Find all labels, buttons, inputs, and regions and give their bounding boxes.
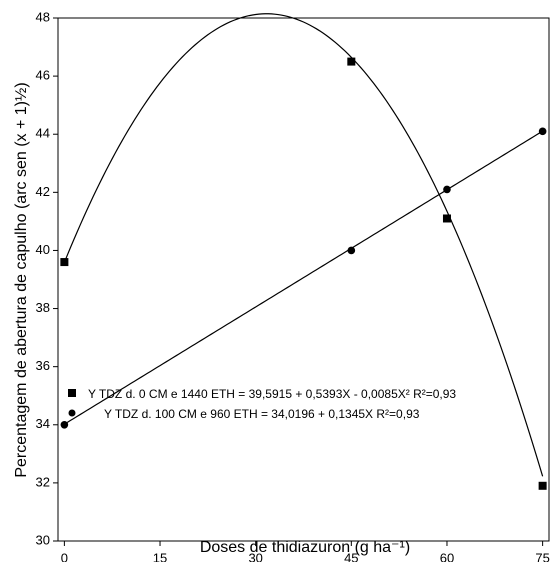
legend-label: Y TDZ d. 0 CM e 1440 ETH = 39,5915 + 0,5…	[88, 387, 456, 401]
x-tick-label: 15	[153, 550, 167, 562]
x-tick-label: 75	[535, 550, 549, 562]
legend-marker	[68, 409, 76, 417]
x-axis-label: Doses de thidiazuron (g ha⁻¹)	[200, 539, 410, 556]
fit-curve	[63, 13, 544, 477]
y-tick-label: 36	[36, 358, 50, 373]
x-tick-label: 0	[61, 550, 68, 562]
fit-curve	[64, 130, 543, 425]
y-tick-label: 46	[36, 68, 50, 83]
y-tick-label: 38	[36, 300, 50, 315]
x-tick-label: 45	[344, 550, 358, 562]
point	[443, 185, 451, 194]
point	[538, 127, 547, 136]
legend-label: Y TDZ d. 100 CM e 960 ETH = 34,0196 + 0,…	[104, 407, 420, 421]
point	[60, 258, 69, 267]
point	[538, 481, 547, 490]
y-tick-label: 42	[36, 184, 50, 199]
point	[347, 246, 356, 255]
plot-frame	[57, 17, 550, 542]
y-tick-label: 32	[36, 474, 50, 489]
y-axis-label: Percentagem de abertura de capulho (arc …	[13, 82, 30, 477]
legend-marker	[68, 389, 76, 397]
y-tick-label: 40	[36, 242, 50, 257]
y-tick-label: 34	[36, 416, 50, 431]
point	[347, 57, 356, 66]
point	[442, 214, 451, 223]
y-tick-label: 30	[36, 532, 50, 547]
point	[60, 420, 69, 429]
x-tick-label: 30	[248, 550, 262, 562]
x-tick-label: 60	[440, 550, 454, 562]
y-tick-label: 48	[36, 9, 50, 24]
y-tick-label: 44	[36, 126, 50, 141]
